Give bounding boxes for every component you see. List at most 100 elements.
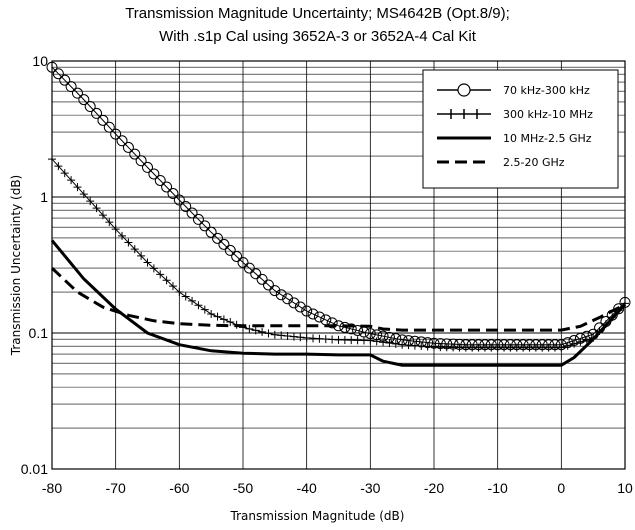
series-1-point [301,305,313,317]
series-1-point [116,135,128,147]
series-2-point [289,332,298,341]
series-1-point [52,68,64,80]
series-1-point [313,311,325,323]
series-1-point [135,155,147,167]
series-1-point [517,339,529,351]
series-1-point [84,101,96,113]
legend-label: 70 kHz-300 kHz [503,84,590,97]
series-1-point [377,330,389,342]
chart-subtitle: With .s1p Cal using 3652A-3 or 3652A-4 C… [159,28,476,45]
chart-title: Transmission Magnitude Uncertainty; MS46… [125,5,510,22]
series-2-point [258,327,267,336]
series-1-point [243,262,255,274]
series-1-point [562,337,574,349]
series-1-point [167,188,179,200]
x-tick-label: -40 [297,480,317,496]
series-2-point [213,312,222,321]
series-2-point [232,320,241,329]
series-2-point [143,258,152,267]
series-2-point [73,183,82,192]
series-2-point [614,306,623,315]
series-1-point [574,332,586,344]
series-1-point [568,335,580,347]
x-axis-label: Transmission Magnitude (dB) [230,509,405,523]
series-1-point [492,339,504,351]
series-2-point [621,299,629,308]
series-1-point [485,339,497,351]
series-2-point [576,337,585,346]
series-1-point [186,207,198,219]
series-1-point [122,141,134,153]
series-1-point [524,339,535,351]
series-2-point [570,339,579,348]
legend-label: 2.5-20 GHz [503,156,565,169]
series-2-point [264,329,273,338]
series-1-point [619,296,631,308]
series-1-point [339,321,351,333]
series-1-point [466,339,478,351]
series-1-point [294,301,306,313]
series-2-point [86,197,95,206]
x-tick-label: -60 [169,480,189,496]
series-2-point [239,323,247,332]
series-2-point [54,162,63,171]
series-1-point [333,320,344,332]
series-1-point [46,61,58,73]
series-2-point [149,264,158,273]
x-tick-label: -30 [360,480,380,496]
series-2-point [296,333,305,342]
series-1-point [415,336,427,348]
series-1-point [581,330,593,342]
legend-label: 300 kHz-10 MHz [503,108,593,121]
series-1-point [396,334,408,346]
series-1-line [51,66,626,346]
series-1-point [282,293,294,305]
series-1-point [352,324,364,336]
series-1-point [129,148,141,160]
series-1-point [403,335,415,347]
x-tick-label: -10 [488,480,508,496]
series-1-point [498,339,510,351]
plot-frame [51,60,626,470]
series-2-point [270,330,279,339]
series-2-point [385,339,394,348]
series-1-point [224,244,236,256]
series-2-point [251,326,260,335]
series-1-point [530,339,542,351]
series-2-point [168,282,177,291]
series-1-point [371,329,383,341]
x-tick-label: -70 [106,480,126,496]
series-1-point [110,128,122,140]
series-1-point [543,339,555,351]
series-1-point [479,339,491,351]
series-1-point [231,250,243,262]
series-1-point [453,338,465,350]
series-1-point [199,220,211,232]
series-2-point [175,288,184,297]
x-tick-label: 0 [557,480,565,496]
x-tick-label: -20 [424,480,444,496]
series-1-point [237,256,249,268]
series-1-point [428,337,440,349]
series-1-point [555,339,567,351]
series-1-point [212,232,224,244]
series-1-point [383,331,395,343]
series-2-point [245,324,254,333]
series-3-line [50,239,627,367]
series-2-point [48,155,56,164]
series-2-point [226,318,235,327]
series-1-point [345,323,357,335]
y-axis-label: Transmission Uncertainty (dB) [9,174,23,356]
series-1-point [511,339,523,351]
series-1-point [536,339,548,351]
series-1-point [173,194,185,206]
series-1-point [269,285,281,297]
series-2-point [181,292,190,301]
series-1-point [180,200,192,212]
series-1-point [320,314,332,326]
series-1-point [364,328,376,340]
series-2-point [194,301,203,310]
x-tick-label: -50 [233,480,253,496]
series-1-point [504,339,516,351]
